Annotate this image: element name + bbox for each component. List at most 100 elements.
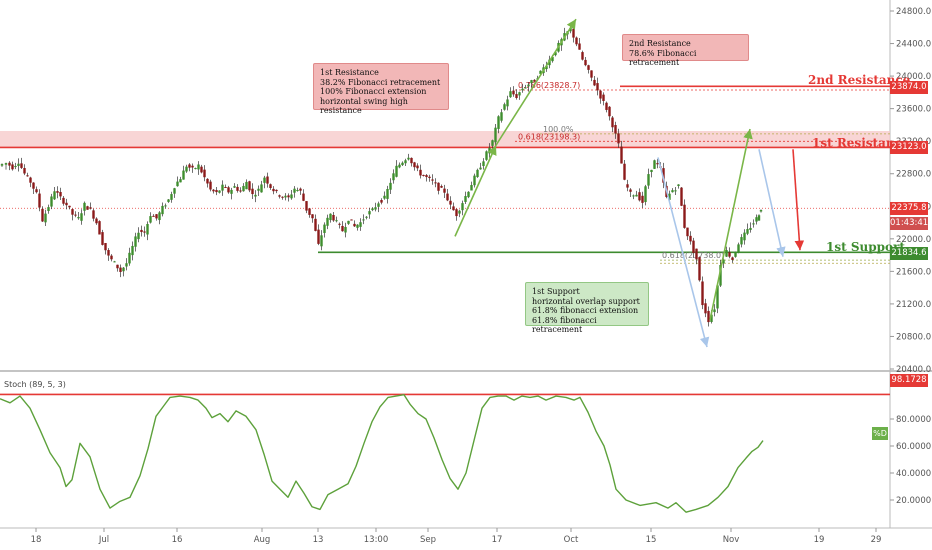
candle-down [437, 182, 440, 191]
candle-down [155, 214, 158, 219]
resistance-zone [0, 131, 890, 148]
first-resistance-label: 1st Resistance [812, 136, 910, 150]
first-resistance-note-line: 100% Fibonacci extension [320, 87, 427, 96]
candle-up [479, 167, 482, 170]
candle-up [218, 190, 221, 193]
candle-down [656, 163, 659, 165]
trend-arrow [709, 128, 753, 321]
candle-down [314, 218, 317, 231]
candle-up [290, 194, 293, 199]
candle-up [677, 184, 680, 186]
candle-up [47, 207, 50, 211]
candle-down [608, 106, 611, 117]
candle-down [92, 210, 95, 219]
candle-down [212, 189, 215, 192]
candle-down [731, 257, 734, 260]
candle-down [86, 206, 89, 210]
candle-up [506, 99, 509, 107]
candle-down [446, 193, 449, 201]
candle-down [32, 182, 35, 189]
candle-up [377, 203, 380, 207]
stoch-tick-label: 40.0000 [896, 469, 931, 479]
candle-up [326, 217, 329, 226]
arrows-layer [454, 18, 805, 348]
candle-down [629, 189, 632, 192]
fib-layer: 0.786(23828.7) 100.0%0.618(23198.3) 0.618(… [515, 81, 890, 264]
candle-down [224, 186, 227, 188]
candle-up [386, 189, 389, 199]
candle-up [497, 116, 500, 129]
candle-up [740, 237, 743, 245]
candle-up [398, 164, 401, 168]
candle-down [614, 125, 617, 134]
time-tick-label: 13 [313, 535, 324, 545]
candle-down [584, 59, 587, 66]
candle-down [95, 218, 98, 224]
second-resistance-note-line: 78.6% Fibonacci retracement [629, 48, 697, 68]
candle-up [755, 217, 758, 222]
time-tick-label: 29 [871, 535, 882, 545]
candle-up [0, 164, 4, 166]
candle-down [281, 196, 284, 198]
first-resistance-note-line: 1st Resistance [320, 68, 379, 77]
candle-down [215, 190, 218, 193]
stoch-line [0, 394, 764, 513]
candle-down [98, 221, 101, 235]
candle-down [695, 248, 698, 260]
candle-down [104, 242, 107, 251]
stoch-tick-label: 20.0000 [896, 496, 931, 506]
candle-up [137, 232, 140, 240]
price-axis: 24800.024400.024000.023600.023200.022800… [890, 7, 931, 375]
candle-down [65, 202, 68, 206]
stoch-layer: 80.0000 60.0000 40.0000 20.0000 [0, 393, 931, 513]
candle-down [191, 165, 194, 168]
price-tick-label: 22000.0 [896, 235, 931, 245]
candle-up [521, 88, 524, 91]
candle-down [116, 264, 119, 269]
candle-up [551, 56, 554, 62]
candle-up [500, 112, 503, 121]
price-tick-label: 22800.0 [896, 170, 931, 180]
candle-up [476, 169, 479, 178]
candle-down [419, 169, 422, 176]
candle-down [248, 181, 251, 191]
candle-down [188, 164, 191, 168]
candle-down [587, 65, 590, 70]
first-resistance-price-box: 23123.0 [890, 141, 928, 154]
candle-down [416, 165, 419, 169]
countdown-box: 01:43:41 [890, 217, 929, 230]
candle-up [503, 104, 506, 110]
candle-up [149, 216, 152, 223]
candle-down [308, 208, 311, 215]
candle-up [389, 182, 392, 190]
candle-down [425, 175, 428, 178]
candle-up [185, 166, 188, 172]
candle-down [89, 207, 92, 209]
candle-up [650, 169, 653, 173]
candle-down [143, 231, 146, 233]
candle-down [455, 209, 458, 217]
candle-up [527, 84, 530, 87]
candle-down [596, 83, 599, 91]
candle-up [362, 219, 365, 221]
candle-up [383, 195, 386, 199]
stoch-title: Stoch (89, 5, 3) [4, 380, 66, 389]
candle-down [704, 303, 707, 314]
candle-down [101, 232, 104, 245]
candle-up [725, 250, 728, 257]
candle-down [443, 188, 446, 193]
candle-up [146, 223, 149, 235]
candle-up [518, 92, 521, 96]
price-tick-label: 24000.0 [896, 72, 931, 82]
candle-up [461, 203, 464, 211]
candle-up [371, 208, 374, 211]
candle-up [80, 213, 83, 221]
candle-down [623, 163, 626, 180]
candle-up [158, 212, 161, 221]
candle-down [620, 146, 623, 164]
candle-down [341, 225, 344, 232]
candle-up [347, 220, 350, 224]
candle-down [692, 240, 695, 253]
candle-down [68, 205, 71, 208]
